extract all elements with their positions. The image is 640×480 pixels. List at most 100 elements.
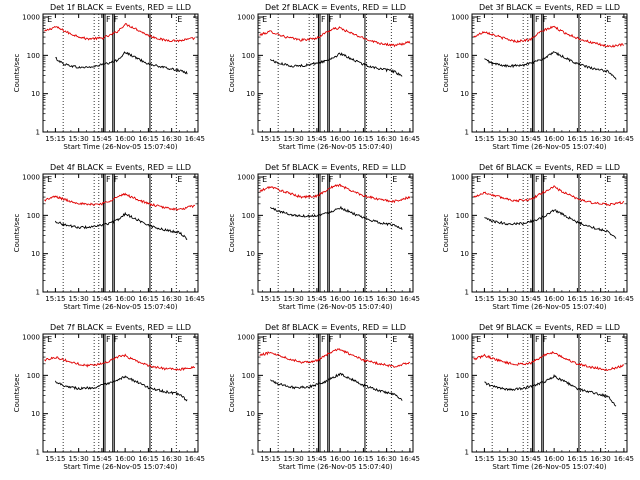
x-tick-label: 15:45 xyxy=(521,295,541,303)
y-tick-label: 1000 xyxy=(22,14,40,22)
y-tick-label: 1 xyxy=(465,289,469,297)
flag-label: F xyxy=(329,15,334,24)
flag-label: E xyxy=(476,175,481,184)
x-tick-label: 15:30 xyxy=(498,455,518,463)
x-axis-label: Start Time (26-Nov-05 15:07:40) xyxy=(492,463,606,471)
x-tick-label: 15:45 xyxy=(307,455,327,463)
x-tick-label: 16:00 xyxy=(115,455,135,463)
x-tick-label: 16:15 xyxy=(353,135,373,143)
y-tick-label: 100 xyxy=(242,52,255,60)
y-tick-label: 1 xyxy=(251,449,255,457)
x-axis-label: Start Time (26-Nov-05 15:07:40) xyxy=(492,303,606,311)
x-tick-label: 15:45 xyxy=(521,135,541,143)
y-tick-label: 100 xyxy=(27,372,40,380)
y-tick-label: 10 xyxy=(246,250,255,258)
lld-series-line xyxy=(259,183,411,204)
lld-series-line xyxy=(473,25,624,48)
panel-title: Det 3f BLACK = Events, RED = LLD xyxy=(479,3,620,12)
y-tick-label: 10 xyxy=(460,90,469,98)
lld-series-line xyxy=(259,348,411,368)
x-tick-label: 16:30 xyxy=(377,135,397,143)
flag-label: E xyxy=(606,15,611,24)
events-series-line xyxy=(55,51,188,75)
panel-title: Det 8f BLACK = Events, RED = LLD xyxy=(265,323,406,332)
x-tick-label: 16:15 xyxy=(353,295,373,303)
y-tick-label: 1000 xyxy=(451,174,469,182)
x-axis-label: Start Time (26-Nov-05 15:07:40) xyxy=(278,143,392,151)
y-tick-label: 100 xyxy=(242,212,255,220)
events-series-line xyxy=(484,373,617,407)
flag-label: F xyxy=(321,15,326,24)
x-axis-label: Start Time (26-Nov-05 15:07:40) xyxy=(278,463,392,471)
y-axis-label: Counts/sec xyxy=(13,214,21,253)
panel-title: Det 2f BLACK = Events, RED = LLD xyxy=(265,3,406,12)
panel-title: Det 5f BLACK = Events, RED = LLD xyxy=(265,163,406,172)
x-tick-label: 15:15 xyxy=(260,135,280,143)
lld-series-line xyxy=(259,26,411,48)
flag-label: E xyxy=(606,335,611,344)
y-tick-label: 100 xyxy=(456,52,469,60)
x-tick-label: 16:00 xyxy=(330,135,350,143)
y-tick-label: 100 xyxy=(27,212,40,220)
flag-label: E xyxy=(606,175,611,184)
x-tick-label: 16:00 xyxy=(330,295,350,303)
detector-panel: Det 9f BLACK = Events, RED = LLD 1 10 100 10… xyxy=(442,323,634,471)
x-tick-label: 16:45 xyxy=(614,135,634,143)
plot-frame xyxy=(471,333,628,453)
x-tick-label: 16:30 xyxy=(377,455,397,463)
flag-label: E xyxy=(47,175,52,184)
detector-panel: Det 6f BLACK = Events, RED = LLD 1 10 100 10… xyxy=(442,163,634,311)
plot-frame xyxy=(42,173,199,293)
y-tick-label: 10 xyxy=(31,410,40,418)
y-tick-label: 10 xyxy=(246,90,255,98)
lld-series-line xyxy=(44,192,196,212)
x-tick-label: 15:30 xyxy=(498,135,518,143)
flag-label: E xyxy=(177,335,182,344)
flag-label: F xyxy=(106,175,111,184)
lld-series-line xyxy=(44,22,196,43)
panel-title: Det 7f BLACK = Events, RED = LLD xyxy=(50,323,191,332)
lld-series-line xyxy=(473,185,625,207)
x-tick-label: 15:30 xyxy=(284,455,304,463)
x-axis-label: Start Time (26-Nov-05 15:07:40) xyxy=(278,303,392,311)
flag-label: F xyxy=(106,335,111,344)
x-axis-label: Start Time (26-Nov-05 15:07:40) xyxy=(63,143,177,151)
detector-panel: Det 8f BLACK = Events, RED = LLD 1 10 100 10… xyxy=(228,323,420,471)
events-series-line xyxy=(54,211,188,241)
y-axis-label: Counts/sec xyxy=(228,214,236,253)
detector-panel: Det 1f BLACK = Events, RED = LLD 1 10 100 10… xyxy=(13,3,205,151)
y-tick-label: 1000 xyxy=(237,174,255,182)
y-tick-label: 100 xyxy=(242,372,255,380)
y-axis-label: Counts/sec xyxy=(13,374,21,413)
y-tick-label: 1 xyxy=(251,289,255,297)
x-tick-label: 16:00 xyxy=(544,455,564,463)
flag-label: F xyxy=(114,335,119,344)
y-tick-label: 1000 xyxy=(451,334,469,342)
plot-frame xyxy=(257,13,414,133)
events-series-line xyxy=(270,52,403,77)
x-tick-label: 15:30 xyxy=(498,295,518,303)
y-tick-label: 1 xyxy=(36,449,40,457)
y-tick-label: 1 xyxy=(465,449,469,457)
lld-series-line xyxy=(44,353,196,372)
x-tick-label: 16:15 xyxy=(567,135,587,143)
plot-frame xyxy=(42,333,199,453)
x-tick-label: 15:45 xyxy=(307,295,327,303)
flag-label: E xyxy=(177,15,182,24)
plot-frame xyxy=(42,13,199,133)
x-axis-label: Start Time (26-Nov-05 15:07:40) xyxy=(63,303,177,311)
events-series-line xyxy=(484,209,617,239)
flag-label: E xyxy=(47,335,52,344)
x-tick-label: 16:45 xyxy=(185,455,205,463)
x-tick-label: 15:45 xyxy=(521,455,541,463)
flag-label: F xyxy=(543,15,548,24)
lld-series-line xyxy=(473,350,625,372)
flag-label: F xyxy=(106,15,111,24)
flag-label: F xyxy=(329,175,334,184)
events-series-line xyxy=(484,51,617,80)
flag-label: F xyxy=(543,175,548,184)
x-tick-label: 16:30 xyxy=(162,135,182,143)
y-axis-label: Counts/sec xyxy=(442,374,450,413)
y-tick-label: 10 xyxy=(460,250,469,258)
